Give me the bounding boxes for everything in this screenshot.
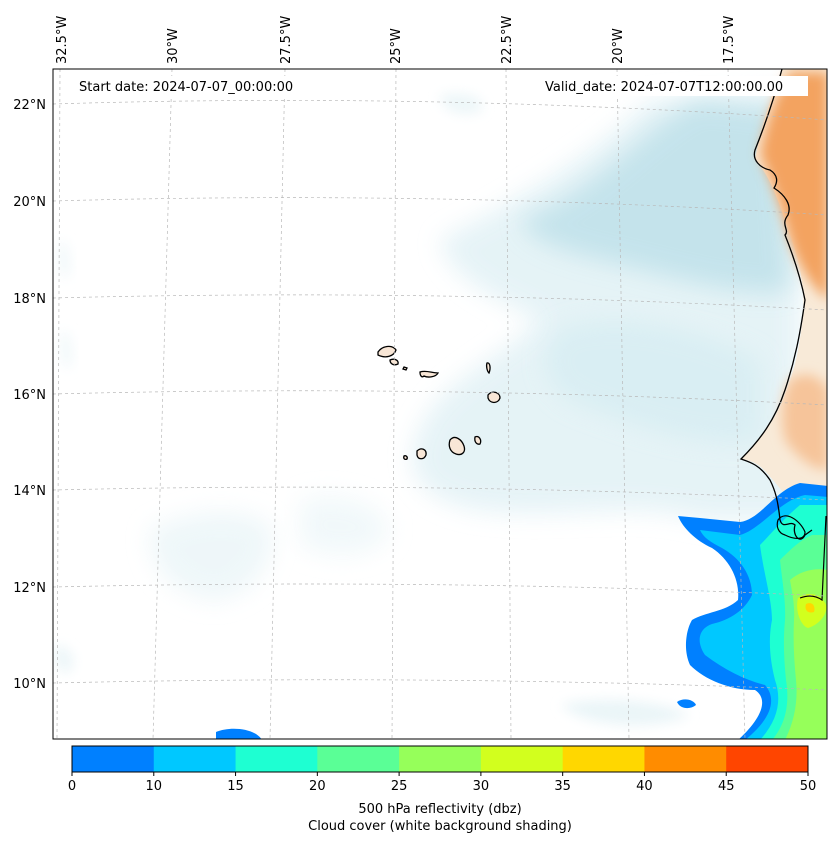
island-sao-vicente xyxy=(389,358,399,366)
lat-label: 20°N xyxy=(13,195,46,210)
latitude-labels: 22°N 20°N 18°N 16°N 14°N 12°N 10°N xyxy=(13,98,46,692)
lat-label: 14°N xyxy=(13,484,46,499)
colorbar-tick-label: 10 xyxy=(146,779,163,794)
lat-label: 18°N xyxy=(13,292,46,307)
colorbar-segment xyxy=(235,746,318,772)
island-sao-nicolau xyxy=(419,370,440,378)
island-sal xyxy=(485,362,491,375)
map-frame xyxy=(52,68,828,740)
longitude-labels: 32.5°W 30°W 27.5°W 25°W 22.5°W 20°W 17.5… xyxy=(55,16,737,64)
map-area xyxy=(53,69,827,739)
coastline-africa xyxy=(739,69,813,540)
colorbar: 0 10 15 20 25 30 35 40 45 50 xyxy=(68,745,817,794)
colorbar-title: 500 hPa reflectivity (dbz) xyxy=(358,802,521,817)
colorbar-tick-label: 20 xyxy=(309,779,326,794)
colorbar-segment xyxy=(399,746,482,772)
colorbar-segment xyxy=(644,746,727,772)
colorbar-segment xyxy=(562,746,645,772)
reflectivity-contours xyxy=(216,483,827,739)
lat-label: 22°N xyxy=(13,98,46,113)
colorbar-segment xyxy=(726,746,809,772)
island-santo-antao xyxy=(377,345,397,358)
colorbar-segment xyxy=(317,746,400,772)
valid-date-label: Valid_date: 2024-07-07T12:00:00.00 xyxy=(545,80,783,95)
lon-label: 27.5°W xyxy=(279,16,294,64)
lat-label: 16°N xyxy=(13,388,46,403)
colorbar-tick-label: 0 xyxy=(68,779,76,794)
start-date-box xyxy=(73,76,315,96)
graticule xyxy=(53,69,827,739)
colorbar-tick-label: 25 xyxy=(391,779,408,794)
valid-date-box xyxy=(540,76,808,96)
colorbar-subtitle: Cloud cover (white background shading) xyxy=(308,819,572,834)
colorbar-tick-label: 30 xyxy=(473,779,490,794)
island-santiago xyxy=(448,436,466,456)
cape-verde-islands xyxy=(377,345,501,461)
start-date-label: Start date: 2024-07-07_00:00:00 xyxy=(79,80,293,95)
cloud-cover-shading xyxy=(54,90,800,726)
lat-label: 10°N xyxy=(13,677,46,692)
colorbar-segment xyxy=(480,746,564,772)
colorbar-tick-label: 35 xyxy=(554,779,571,794)
colorbar-tick-label: 50 xyxy=(800,779,817,794)
colorbar-segment xyxy=(153,746,237,772)
colorbar-tick-label: 40 xyxy=(636,779,653,794)
colorbar-tick-label: 15 xyxy=(227,779,244,794)
colorbar-tick-label: 45 xyxy=(718,779,735,794)
island-fogo xyxy=(416,448,427,460)
island-brava xyxy=(403,455,408,461)
lon-label: 17.5°W xyxy=(722,16,737,64)
land-west-africa xyxy=(741,69,827,520)
lon-label: 25°W xyxy=(389,28,404,64)
colorbar-frame xyxy=(71,745,809,773)
lon-label: 22.5°W xyxy=(500,16,515,64)
lat-label: 12°N xyxy=(13,581,46,596)
island-boa-vista xyxy=(487,391,501,404)
island-maio xyxy=(474,435,482,445)
lon-label: 30°W xyxy=(166,28,181,64)
colorbar-segment xyxy=(72,746,155,772)
lon-label: 32.5°W xyxy=(55,16,70,64)
lon-label: 20°W xyxy=(611,28,626,64)
